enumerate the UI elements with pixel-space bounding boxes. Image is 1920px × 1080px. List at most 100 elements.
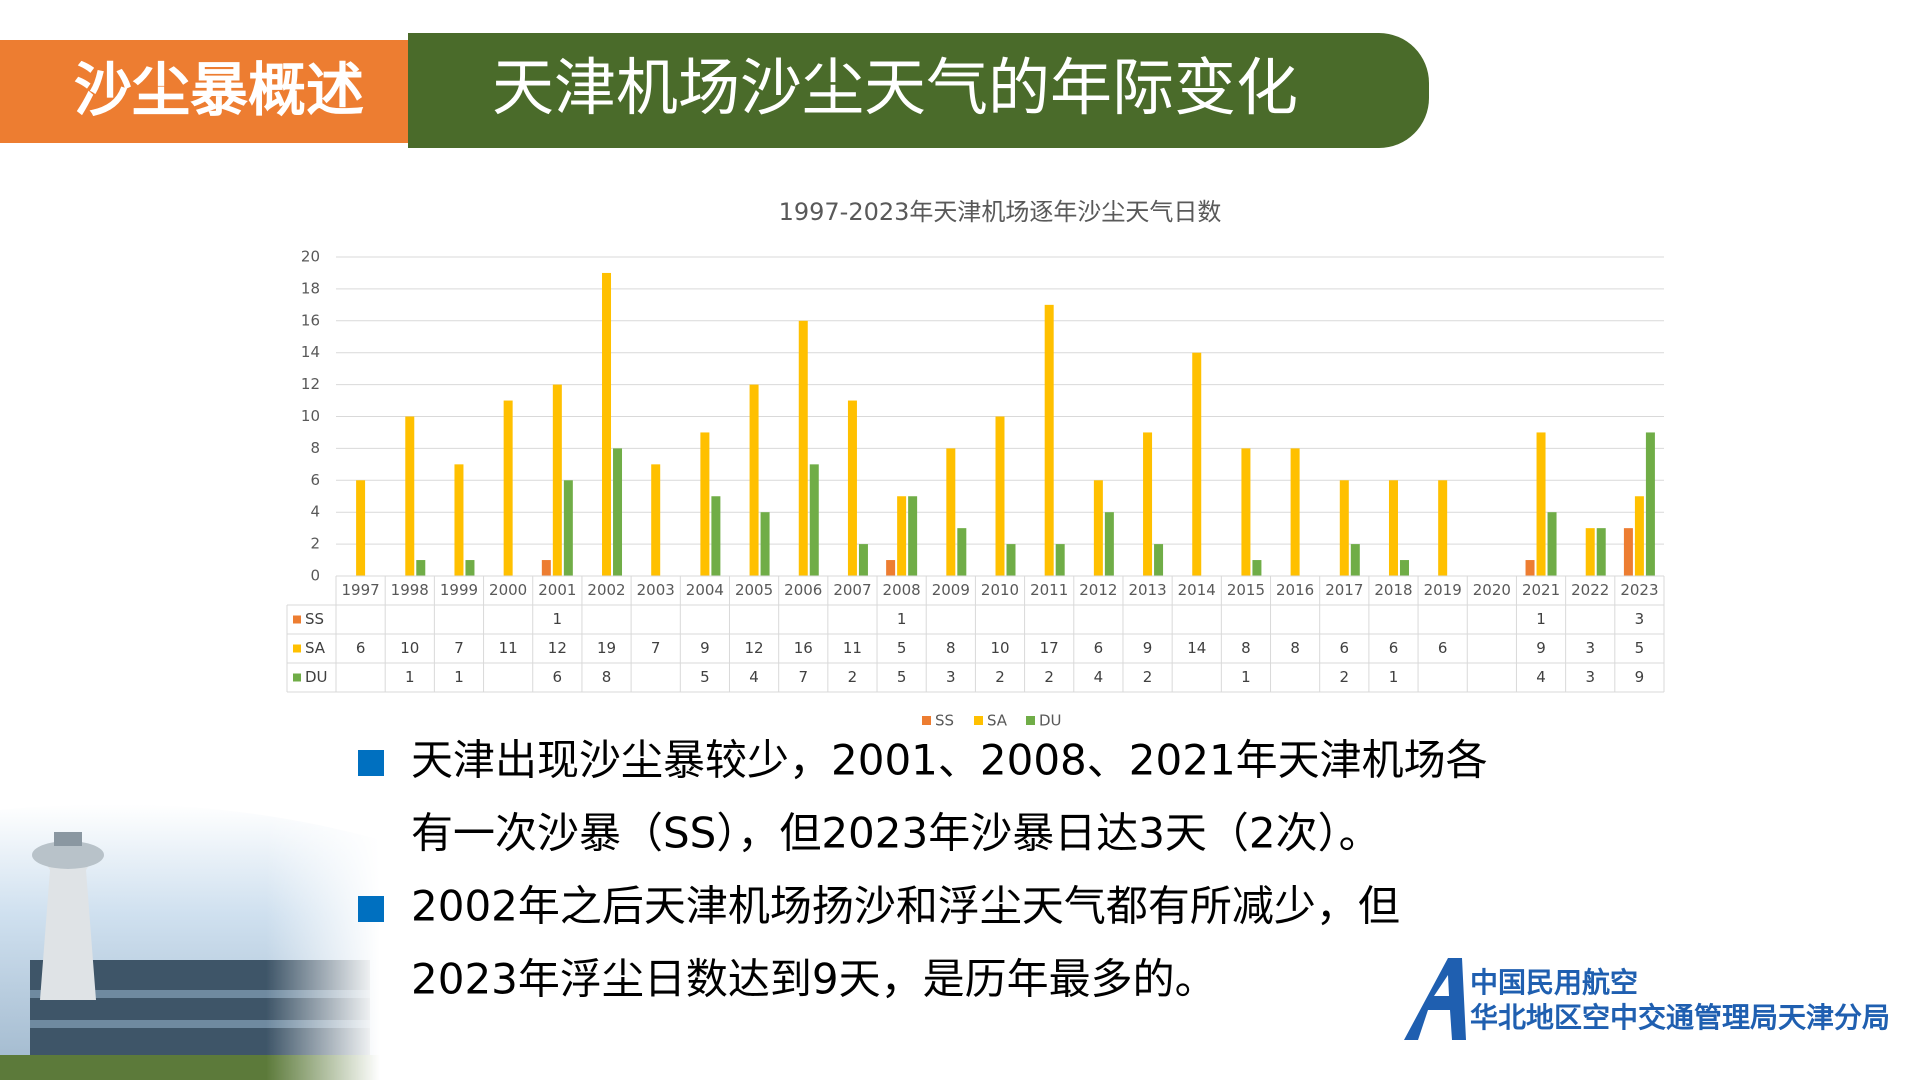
legend-key — [1026, 716, 1035, 725]
table-cell: 8 — [602, 668, 612, 686]
table-cell: 12 — [548, 639, 567, 657]
bar — [1192, 352, 1202, 576]
table-cell: 8 — [1290, 639, 1300, 657]
legend-label: DU — [305, 668, 328, 686]
bar — [760, 512, 770, 576]
y-tick-label: 16 — [301, 311, 320, 329]
table-cell: 7 — [798, 668, 808, 686]
bar — [1645, 432, 1655, 576]
table-cell: 5 — [700, 668, 710, 686]
legend-label: SA — [305, 639, 326, 657]
title-band-edge — [408, 33, 488, 148]
logo-line2: 华北地区空中交通管理局天津分局 — [1470, 1001, 1890, 1034]
bar — [749, 384, 759, 576]
x-tick-label: 2006 — [784, 581, 822, 599]
bar — [886, 560, 896, 576]
table-cell: 6 — [1094, 639, 1104, 657]
legend-key — [922, 716, 931, 725]
table-cell: 17 — [1040, 639, 1059, 657]
table-cell: 3 — [1585, 668, 1595, 686]
table-cell: 2 — [995, 668, 1005, 686]
bar — [416, 560, 426, 576]
table-cell: 10 — [400, 639, 419, 657]
x-tick-label: 2021 — [1522, 581, 1560, 599]
bar — [1252, 560, 1262, 576]
table-cell: 14 — [1187, 639, 1206, 657]
table-cell: 2 — [1340, 668, 1350, 686]
bullet-text: 有一次沙暴（SS），但2023年沙暴日达3天（2次）。 — [411, 809, 1381, 858]
bar — [465, 560, 475, 576]
bar — [1525, 560, 1535, 576]
bar — [1438, 480, 1448, 576]
table-cell: 5 — [1635, 639, 1645, 657]
bar — [1547, 512, 1557, 576]
bar — [1399, 560, 1409, 576]
bar — [1241, 448, 1251, 576]
bar — [847, 400, 857, 576]
table-cell: 3 — [1585, 639, 1595, 657]
bar — [1006, 544, 1016, 576]
y-tick-label: 2 — [310, 535, 320, 553]
bullet-text: 2002年之后天津机场扬沙和浮尘天气都有所减少，但 — [411, 882, 1400, 931]
table-cell: 4 — [1094, 668, 1104, 686]
legend-label: SS — [305, 610, 324, 628]
x-tick-label: 2003 — [637, 581, 675, 599]
table-cell: 12 — [745, 639, 764, 657]
airport-photo — [0, 800, 380, 1080]
table-cell: 5 — [897, 639, 907, 657]
table-cell: 2 — [848, 668, 858, 686]
bullet-marker — [358, 750, 384, 776]
x-tick-label: 2000 — [489, 581, 527, 599]
bar — [1388, 480, 1398, 576]
x-tick-label: 2001 — [538, 581, 576, 599]
x-tick-label: 2004 — [686, 581, 724, 599]
x-tick-label: 2015 — [1227, 581, 1265, 599]
x-tick-label: 1997 — [341, 581, 379, 599]
x-tick-label: 2002 — [587, 581, 625, 599]
y-tick-label: 12 — [301, 375, 320, 393]
table-cell: 2 — [1044, 668, 1054, 686]
bar — [1143, 432, 1153, 576]
legend-key — [293, 673, 301, 682]
bar — [1044, 304, 1054, 576]
legend-key — [293, 615, 301, 624]
bar — [602, 272, 612, 576]
table-cell: 6 — [553, 668, 563, 686]
x-tick-label: 2022 — [1571, 581, 1609, 599]
table-cell: 11 — [843, 639, 862, 657]
legend-label: SS — [935, 712, 954, 730]
bar — [1104, 512, 1114, 576]
bar — [957, 528, 967, 576]
x-tick-label: 2023 — [1620, 581, 1658, 599]
table-cell: 4 — [1536, 668, 1546, 686]
bar — [405, 416, 415, 576]
chart-title: 1997-2023年天津机场逐年沙尘天气日数 — [779, 198, 1222, 226]
bar — [1623, 528, 1633, 576]
x-tick-label: 2008 — [883, 581, 921, 599]
bar — [798, 320, 808, 576]
table-cell: 6 — [1389, 639, 1399, 657]
bullet-text: 2023年浮尘日数达到9天，是历年最多的。 — [411, 955, 1217, 1004]
table-cell: 9 — [700, 639, 710, 657]
table-cell: 1 — [405, 668, 415, 686]
x-tick-label: 2005 — [735, 581, 773, 599]
bar — [897, 496, 907, 576]
table-cell: 10 — [990, 639, 1009, 657]
table-cell: 4 — [749, 668, 759, 686]
x-tick-label: 2020 — [1473, 581, 1511, 599]
bullet-text: 天津出现沙尘暴较少，2001、2008、2021年天津机场各 — [411, 736, 1488, 785]
section-label: 沙尘暴概述 — [74, 56, 364, 124]
logo-icon — [1404, 958, 1466, 1040]
table-cell: 8 — [1241, 639, 1251, 657]
table-cell: 2 — [1143, 668, 1153, 686]
table-cell: 19 — [597, 639, 616, 657]
y-tick-label: 10 — [301, 407, 320, 425]
table-cell: 8 — [946, 639, 956, 657]
bar — [1339, 480, 1349, 576]
legend-label: SA — [987, 712, 1008, 730]
table-cell: 5 — [897, 668, 907, 686]
x-tick-label: 1999 — [440, 581, 478, 599]
table-cell: 1 — [553, 610, 563, 628]
table-cell: 1 — [897, 610, 907, 628]
table-cell: 9 — [1536, 639, 1546, 657]
